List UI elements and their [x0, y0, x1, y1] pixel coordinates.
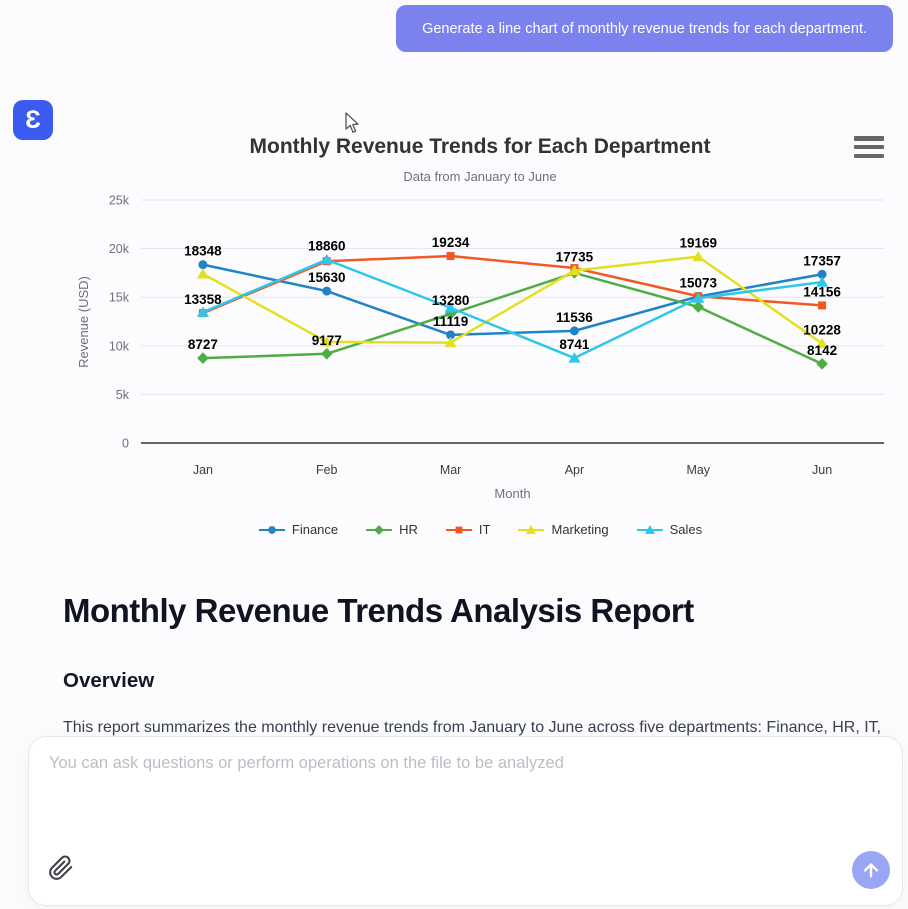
data-label: 13358	[184, 292, 222, 307]
revenue-line-chart: Monthly Revenue Trends for Each Departme…	[76, 135, 884, 501]
y-tick-label: 10k	[109, 339, 130, 353]
legend-marker-icon	[258, 525, 285, 534]
app-logo-icon[interactable]: Ɛ	[13, 100, 53, 140]
data-label: 15073	[679, 275, 717, 290]
legend-item-hr[interactable]: HR	[365, 522, 418, 537]
user-message-text: Generate a line chart of monthly revenue…	[422, 20, 867, 37]
data-label: 19234	[432, 235, 470, 250]
data-label: 8142	[807, 343, 837, 358]
y-tick-label: 5k	[116, 388, 130, 402]
data-label: 13280	[432, 293, 470, 308]
series-sales	[196, 253, 829, 363]
data-label: 9177	[312, 333, 342, 348]
legend-item-sales[interactable]: Sales	[636, 522, 703, 537]
x-axis-name: Month	[494, 486, 530, 501]
x-tick-label: Jan	[193, 463, 213, 477]
y-tick-label: 0	[122, 437, 129, 451]
x-tick-label: Mar	[440, 463, 462, 477]
user-message-bubble: Generate a line chart of monthly revenue…	[396, 5, 893, 52]
legend-marker-icon	[445, 526, 472, 533]
y-tick-label: 25k	[109, 194, 130, 208]
data-label: 11536	[556, 310, 593, 325]
series-line	[201, 258, 824, 360]
chart-title: Monthly Revenue Trends for Each Departme…	[250, 135, 711, 158]
x-tick-label: May	[686, 463, 710, 477]
legend-item-it[interactable]: IT	[445, 522, 491, 537]
data-label: 18860	[308, 239, 346, 254]
logo-glyph: Ɛ	[25, 105, 41, 134]
data-label: 14156	[803, 284, 841, 299]
data-label: 17735	[556, 250, 594, 265]
composer-input[interactable]	[29, 737, 899, 861]
chart-subtitle: Data from January to June	[403, 169, 556, 184]
data-label: 17357	[803, 253, 841, 268]
x-tick-label: Apr	[565, 463, 584, 477]
legend-label: IT	[478, 522, 491, 537]
data-label: 19169	[679, 236, 717, 251]
report-title: Monthly Revenue Trends Analysis Report	[63, 592, 694, 629]
series-marketing	[196, 250, 829, 349]
arrow-up-icon	[863, 863, 879, 878]
paperclip-icon[interactable]	[45, 853, 77, 885]
report-section-heading: Overview	[63, 669, 155, 692]
data-label: 8727	[188, 337, 218, 352]
menu-bar	[854, 153, 884, 158]
legend-label: Finance	[291, 522, 339, 537]
series-line	[201, 254, 824, 315]
legend-marker-icon	[636, 524, 663, 534]
menu-bar	[854, 144, 884, 150]
x-tick-label: Jun	[812, 463, 832, 477]
x-tick-label: Feb	[316, 463, 338, 477]
series-line	[201, 255, 824, 345]
send-button[interactable]	[852, 851, 890, 889]
data-label: 11119	[433, 314, 468, 329]
legend-marker-icon	[518, 524, 545, 534]
legend-item-marketing[interactable]: Marketing	[517, 522, 609, 537]
y-tick-label: 15k	[109, 291, 130, 305]
data-label: 18348	[184, 244, 222, 259]
report-paragraph: This report summarizes the monthly reven…	[63, 719, 882, 736]
y-tick-label: 20k	[109, 242, 130, 256]
legend-marker-icon	[366, 524, 393, 535]
data-label: 10228	[803, 323, 841, 338]
legend-label: HR	[399, 522, 418, 537]
data-label: 8741	[559, 337, 590, 352]
composer-panel	[28, 736, 903, 906]
legend-item-finance[interactable]: Finance	[258, 522, 338, 537]
chart-legend: Finance HR IT Marketing Sales	[60, 522, 900, 537]
data-label: 15630	[308, 270, 346, 285]
hamburger-menu-icon[interactable]	[854, 136, 884, 158]
legend-label: Sales	[669, 522, 703, 537]
y-axis-name: Revenue (USD)	[76, 276, 91, 368]
series-line	[201, 271, 824, 366]
legend-label: Marketing	[551, 522, 609, 537]
menu-bar	[854, 136, 884, 141]
